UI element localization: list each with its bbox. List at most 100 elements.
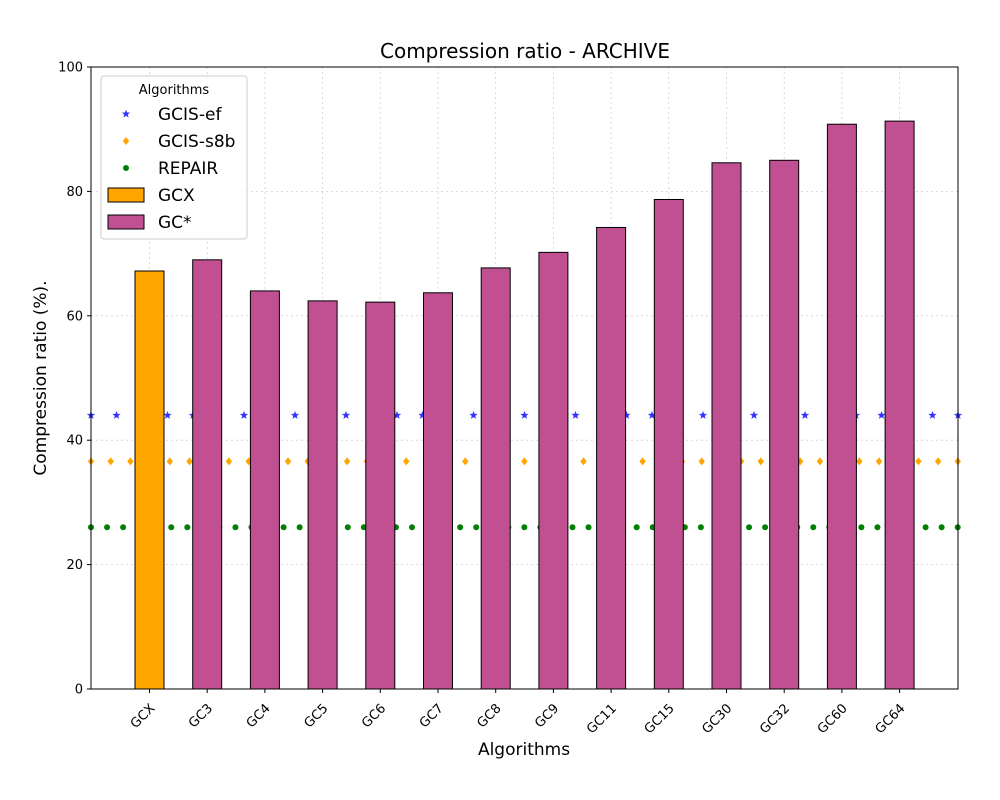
reference-marker — [473, 524, 480, 531]
reference-marker — [462, 457, 469, 466]
bar-gc9 — [538, 251, 569, 690]
reference-marker — [290, 410, 300, 419]
reference-marker — [341, 410, 351, 419]
reference-marker — [225, 457, 233, 466]
legend-entry: GCIS-s8b — [122, 132, 235, 152]
reference-marker — [186, 457, 193, 466]
legend: Algorithms GCIS-ef GCIS-s8b REPAIR GCX GC* — [100, 75, 248, 240]
reference-marker — [184, 524, 191, 531]
bar-gc7 — [423, 292, 453, 690]
reference-marker — [520, 410, 529, 419]
reference-marker — [239, 410, 249, 419]
plot-frame — [90, 66, 959, 690]
reference-marker — [757, 457, 764, 466]
y-tick-label: 20 — [66, 558, 83, 573]
y-tick-label: 100 — [58, 61, 83, 76]
legend-label: GCIS-s8b — [158, 132, 235, 152]
x-axis-label: Algorithms — [478, 740, 570, 760]
reference-marker — [166, 457, 173, 466]
reference-marker — [633, 524, 640, 531]
reference-marker — [585, 524, 592, 531]
reference-marker — [163, 410, 172, 419]
reference-marker — [168, 524, 175, 531]
legend-label: GC* — [158, 213, 192, 233]
reference-marker — [875, 457, 883, 466]
reference-marker — [232, 524, 239, 531]
reference-marker — [112, 410, 121, 419]
bar-gc11 — [596, 226, 627, 690]
reference-marker — [928, 410, 937, 419]
legend-title: Algorithms — [139, 83, 210, 98]
bar-gc6 — [365, 301, 396, 690]
bar-gc8 — [480, 267, 511, 690]
reference-marker — [698, 457, 705, 466]
reference-marker — [469, 410, 478, 419]
reference-marker — [409, 524, 415, 531]
bar-gcx — [134, 270, 165, 690]
legend-entry: GCIS-ef — [121, 105, 222, 125]
reference-marker — [639, 457, 646, 466]
reference-marker — [934, 457, 942, 466]
reference-marker — [284, 457, 292, 466]
legend-swatch — [107, 214, 145, 230]
y-axis: 0 20 40 60 80 100 — [58, 61, 91, 698]
reference-marker — [915, 457, 922, 466]
reference-marker — [120, 524, 127, 531]
reference-marker — [569, 524, 576, 531]
reference-marker — [457, 524, 464, 531]
bar-gc64 — [884, 120, 915, 690]
bar-gc32 — [769, 159, 800, 690]
legend-marker — [122, 137, 130, 145]
chart-title: Compression ratio - ARCHIVE — [380, 39, 670, 63]
legend-marker — [123, 165, 129, 171]
reference-marker — [810, 524, 817, 531]
reference-marker — [521, 524, 528, 531]
reference-marker — [344, 524, 351, 531]
reference-marker — [797, 457, 804, 466]
reference-marker — [877, 410, 886, 419]
y-tick-label: 0 — [75, 683, 83, 698]
reference-marker — [521, 457, 528, 466]
y-tick-label: 40 — [66, 434, 83, 449]
legend-swatch — [107, 187, 145, 203]
bar-gc5 — [307, 300, 338, 690]
reference-marker — [280, 524, 287, 531]
reference-marker — [698, 410, 708, 419]
reference-marker — [938, 524, 945, 531]
bar-gc4 — [249, 290, 280, 690]
legend-label: GCX — [158, 186, 195, 206]
reference-marker — [343, 457, 351, 466]
reference-marker — [296, 524, 303, 531]
reference-marker — [403, 457, 410, 466]
reference-marker — [580, 457, 587, 466]
reference-marker — [749, 410, 759, 419]
reference-marker — [856, 457, 863, 466]
reference-marker — [571, 410, 580, 419]
bar-gc3 — [192, 259, 223, 690]
legend-marker — [121, 109, 131, 118]
reference-marker — [762, 524, 769, 531]
reference-marker — [800, 410, 810, 419]
legend-entry: GCX — [107, 186, 195, 206]
bars — [134, 120, 915, 690]
reference-marker — [858, 524, 865, 531]
y-tick-label: 60 — [66, 309, 83, 324]
legend-label: GCIS-ef — [158, 105, 222, 125]
bar-gc60 — [826, 123, 857, 690]
y-tick-label: 80 — [66, 185, 83, 200]
bar-gc15 — [653, 198, 684, 690]
reference-marker — [127, 457, 134, 466]
legend-label: REPAIR — [158, 159, 218, 179]
reference-marker — [746, 524, 753, 531]
reference-marker — [922, 524, 929, 531]
reference-marker — [697, 524, 704, 531]
bar-gc30 — [711, 162, 742, 690]
legend-entry: REPAIR — [123, 159, 218, 179]
reference-marker — [107, 457, 114, 466]
reference-marker — [816, 457, 824, 466]
reference-marker — [104, 524, 111, 531]
legend-entry: GC* — [107, 213, 192, 233]
y-axis-label: Compression ratio (%). — [31, 280, 51, 475]
reference-marker — [874, 524, 881, 531]
